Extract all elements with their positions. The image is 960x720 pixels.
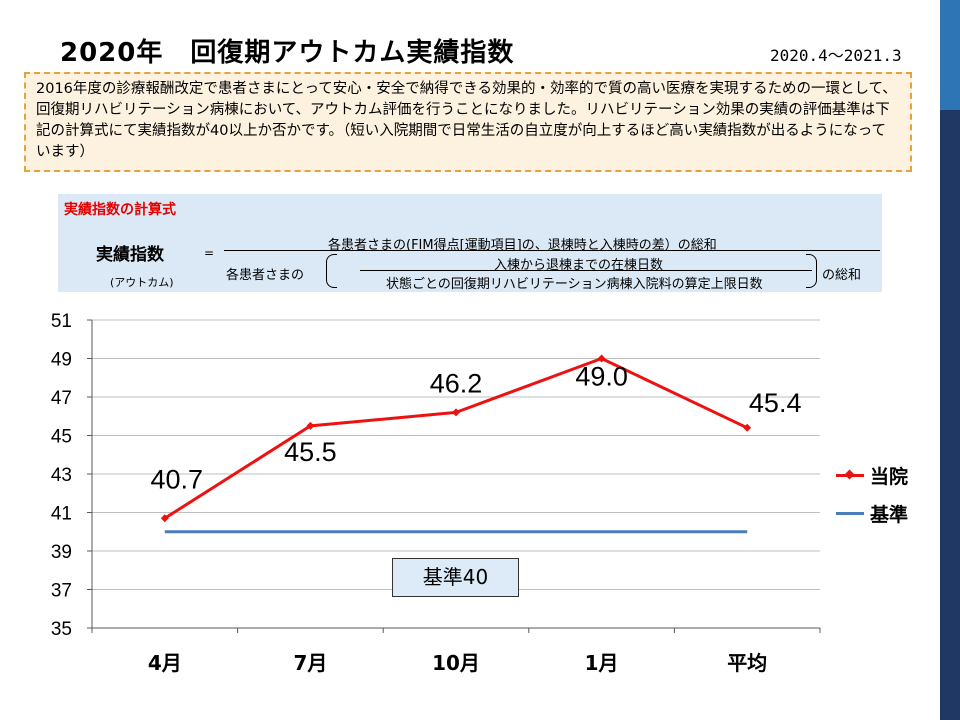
formula-inner-fraction-line bbox=[360, 270, 812, 271]
legend-item-baseline: 基準 bbox=[836, 500, 936, 538]
outcome-line-chart: 35 37 39 41 43 45 47 49 51 4月 7月 10月 1月 平均 40.7 45.5 46.… bbox=[51, 311, 821, 675]
baseline-annotation: 基準40 bbox=[392, 558, 519, 597]
formula-denominator-suffix: の総和 bbox=[822, 268, 862, 283]
formula-lhs-sub: (アウトカム) bbox=[110, 276, 174, 289]
y-tick-label: 51 bbox=[51, 311, 72, 332]
y-tick-label: 45 bbox=[51, 427, 72, 448]
formula-denominator-prefix: 各患者さまの bbox=[226, 268, 305, 283]
y-tick-label: 43 bbox=[51, 465, 72, 486]
data-label-hospital: 45.4 bbox=[749, 388, 802, 418]
formula-title: 実績指数の計算式 bbox=[64, 202, 176, 218]
x-tick-label: 平均 bbox=[727, 651, 767, 675]
data-label-hospital: 46.2 bbox=[430, 368, 483, 398]
formula-right-paren bbox=[806, 254, 817, 288]
intro-note: 2016年度の診療報酬改定で患者さまにとって安心・安全で納得できる効果的・効率的… bbox=[24, 72, 912, 172]
legend-line-baseline bbox=[836, 512, 864, 515]
formula-inner-denominator: 状態ごとの回復期リハビリテーション病棟入院料の算定上限日数 bbox=[386, 277, 763, 292]
legend-marker-hospital bbox=[844, 469, 855, 480]
x-tick-label: 1月 bbox=[585, 651, 619, 675]
data-label-hospital: 49.0 bbox=[575, 362, 628, 392]
period-label: 2020.4～2021.3 bbox=[770, 46, 902, 65]
data-point-hospital bbox=[452, 408, 460, 417]
y-tick-label: 39 bbox=[51, 542, 72, 563]
legend-label-baseline: 基準 bbox=[870, 504, 909, 526]
side-accent-bar bbox=[940, 0, 960, 720]
formula-fraction-line bbox=[224, 250, 880, 251]
formula-lhs: 実績指数 bbox=[96, 245, 164, 265]
data-label-hospital: 45.5 bbox=[284, 437, 337, 467]
y-tick-label: 37 bbox=[51, 581, 72, 602]
formula-left-paren bbox=[326, 254, 337, 288]
legend-label-hospital: 当院 bbox=[870, 466, 909, 488]
side-accent-top bbox=[940, 0, 960, 110]
data-point-hospital bbox=[160, 514, 169, 523]
legend-item-hospital: 当院 bbox=[836, 462, 936, 500]
data-point-hospital bbox=[597, 354, 606, 363]
y-tick-label: 47 bbox=[51, 388, 72, 409]
y-tick-label: 35 bbox=[51, 619, 72, 640]
x-tick-label: 7月 bbox=[293, 651, 327, 675]
chart-legend: 当院 基準 bbox=[836, 462, 936, 538]
formula-panel: 実績指数の計算式 実績指数 (アウトカム) = 各患者さまの(FIM得点[運動項… bbox=[58, 194, 882, 292]
formula-numerator: 各患者さまの(FIM得点[運動項目]の、退棟時と入棟時の差）の総和 bbox=[328, 238, 717, 253]
page-title: 2020年 回復期アウトカム実績指数 bbox=[60, 38, 515, 68]
x-tick-label: 4月 bbox=[148, 651, 182, 675]
y-tick-label: 41 bbox=[51, 504, 72, 525]
x-tick-label: 10月 bbox=[432, 651, 480, 675]
y-tick-label: 49 bbox=[51, 350, 72, 371]
data-point-hospital bbox=[306, 421, 315, 430]
formula-equals: = bbox=[204, 246, 215, 260]
data-point-hospital bbox=[743, 423, 752, 432]
data-label-hospital: 40.7 bbox=[151, 464, 204, 494]
formula-inner-numerator: 入棟から退棟までの在棟日数 bbox=[494, 258, 664, 273]
